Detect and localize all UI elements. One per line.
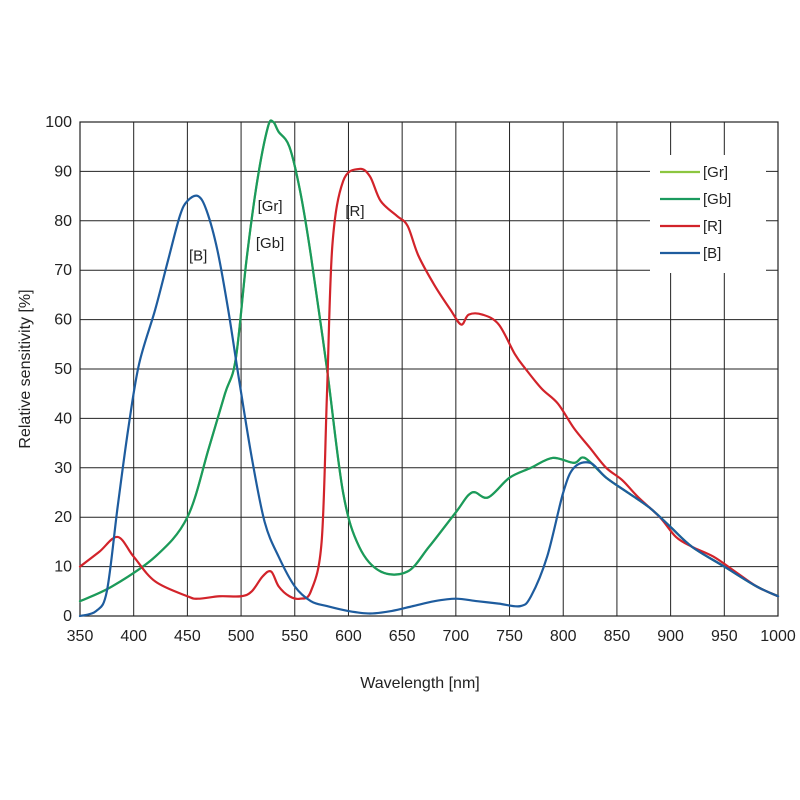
y-axis-label: Relative sensitivity [%] — [17, 289, 34, 448]
x-tick-label: 500 — [228, 628, 255, 645]
x-tick-label: 450 — [174, 628, 201, 645]
x-tick-label: 850 — [604, 628, 631, 645]
series-line-b — [78, 194, 780, 618]
x-tick-label: 600 — [335, 628, 362, 645]
legend-label-gr: [Gr] — [703, 164, 728, 181]
y-tick-label: 100 — [45, 114, 72, 131]
y-tick-label: 50 — [54, 361, 72, 378]
annotation-label: [R] — [345, 203, 364, 220]
annotations: [B] [Gr] [Gb] [R] — [189, 198, 365, 264]
legend-label-gb: [Gb] — [703, 191, 731, 208]
x-tick-label: 700 — [442, 628, 469, 645]
x-tick-label: 400 — [120, 628, 147, 645]
y-tick-label: 10 — [54, 559, 72, 576]
legend-label-r: [R] — [703, 218, 722, 235]
y-tick-label: 0 — [63, 608, 72, 625]
y-tick-label: 30 — [54, 460, 72, 477]
annotation-label: [Gb] — [256, 235, 284, 252]
y-tick-label: 90 — [54, 163, 72, 180]
x-tick-label: 750 — [496, 628, 523, 645]
annotation-label: [B] — [189, 247, 207, 264]
x-tick-label: 1000 — [760, 628, 796, 645]
series-layer — [78, 119, 780, 618]
x-tick-label: 800 — [550, 628, 577, 645]
x-tick-label: 950 — [711, 628, 738, 645]
legend-label-b: [B] — [703, 245, 721, 262]
tick-labels: 350 400 450 500 550 600 650 700 750 800 850 900 950 1… — [45, 114, 796, 645]
x-tick-label: 350 — [67, 628, 94, 645]
y-tick-label: 20 — [54, 509, 72, 526]
x-axis-label: Wavelength [nm] — [360, 675, 479, 692]
x-tick-label: 900 — [657, 628, 684, 645]
x-tick-label: 550 — [281, 628, 308, 645]
y-tick-label: 70 — [54, 262, 72, 279]
y-tick-label: 40 — [54, 410, 72, 427]
series-line-r — [78, 167, 780, 601]
annotation-label: [Gr] — [258, 198, 283, 215]
y-tick-label: 80 — [54, 213, 72, 230]
plot-frame — [79, 121, 779, 617]
legend: [Gr] [Gb] [R] [B] — [650, 155, 766, 273]
x-tick-label: 650 — [389, 628, 416, 645]
y-tick-label: 60 — [54, 312, 72, 329]
